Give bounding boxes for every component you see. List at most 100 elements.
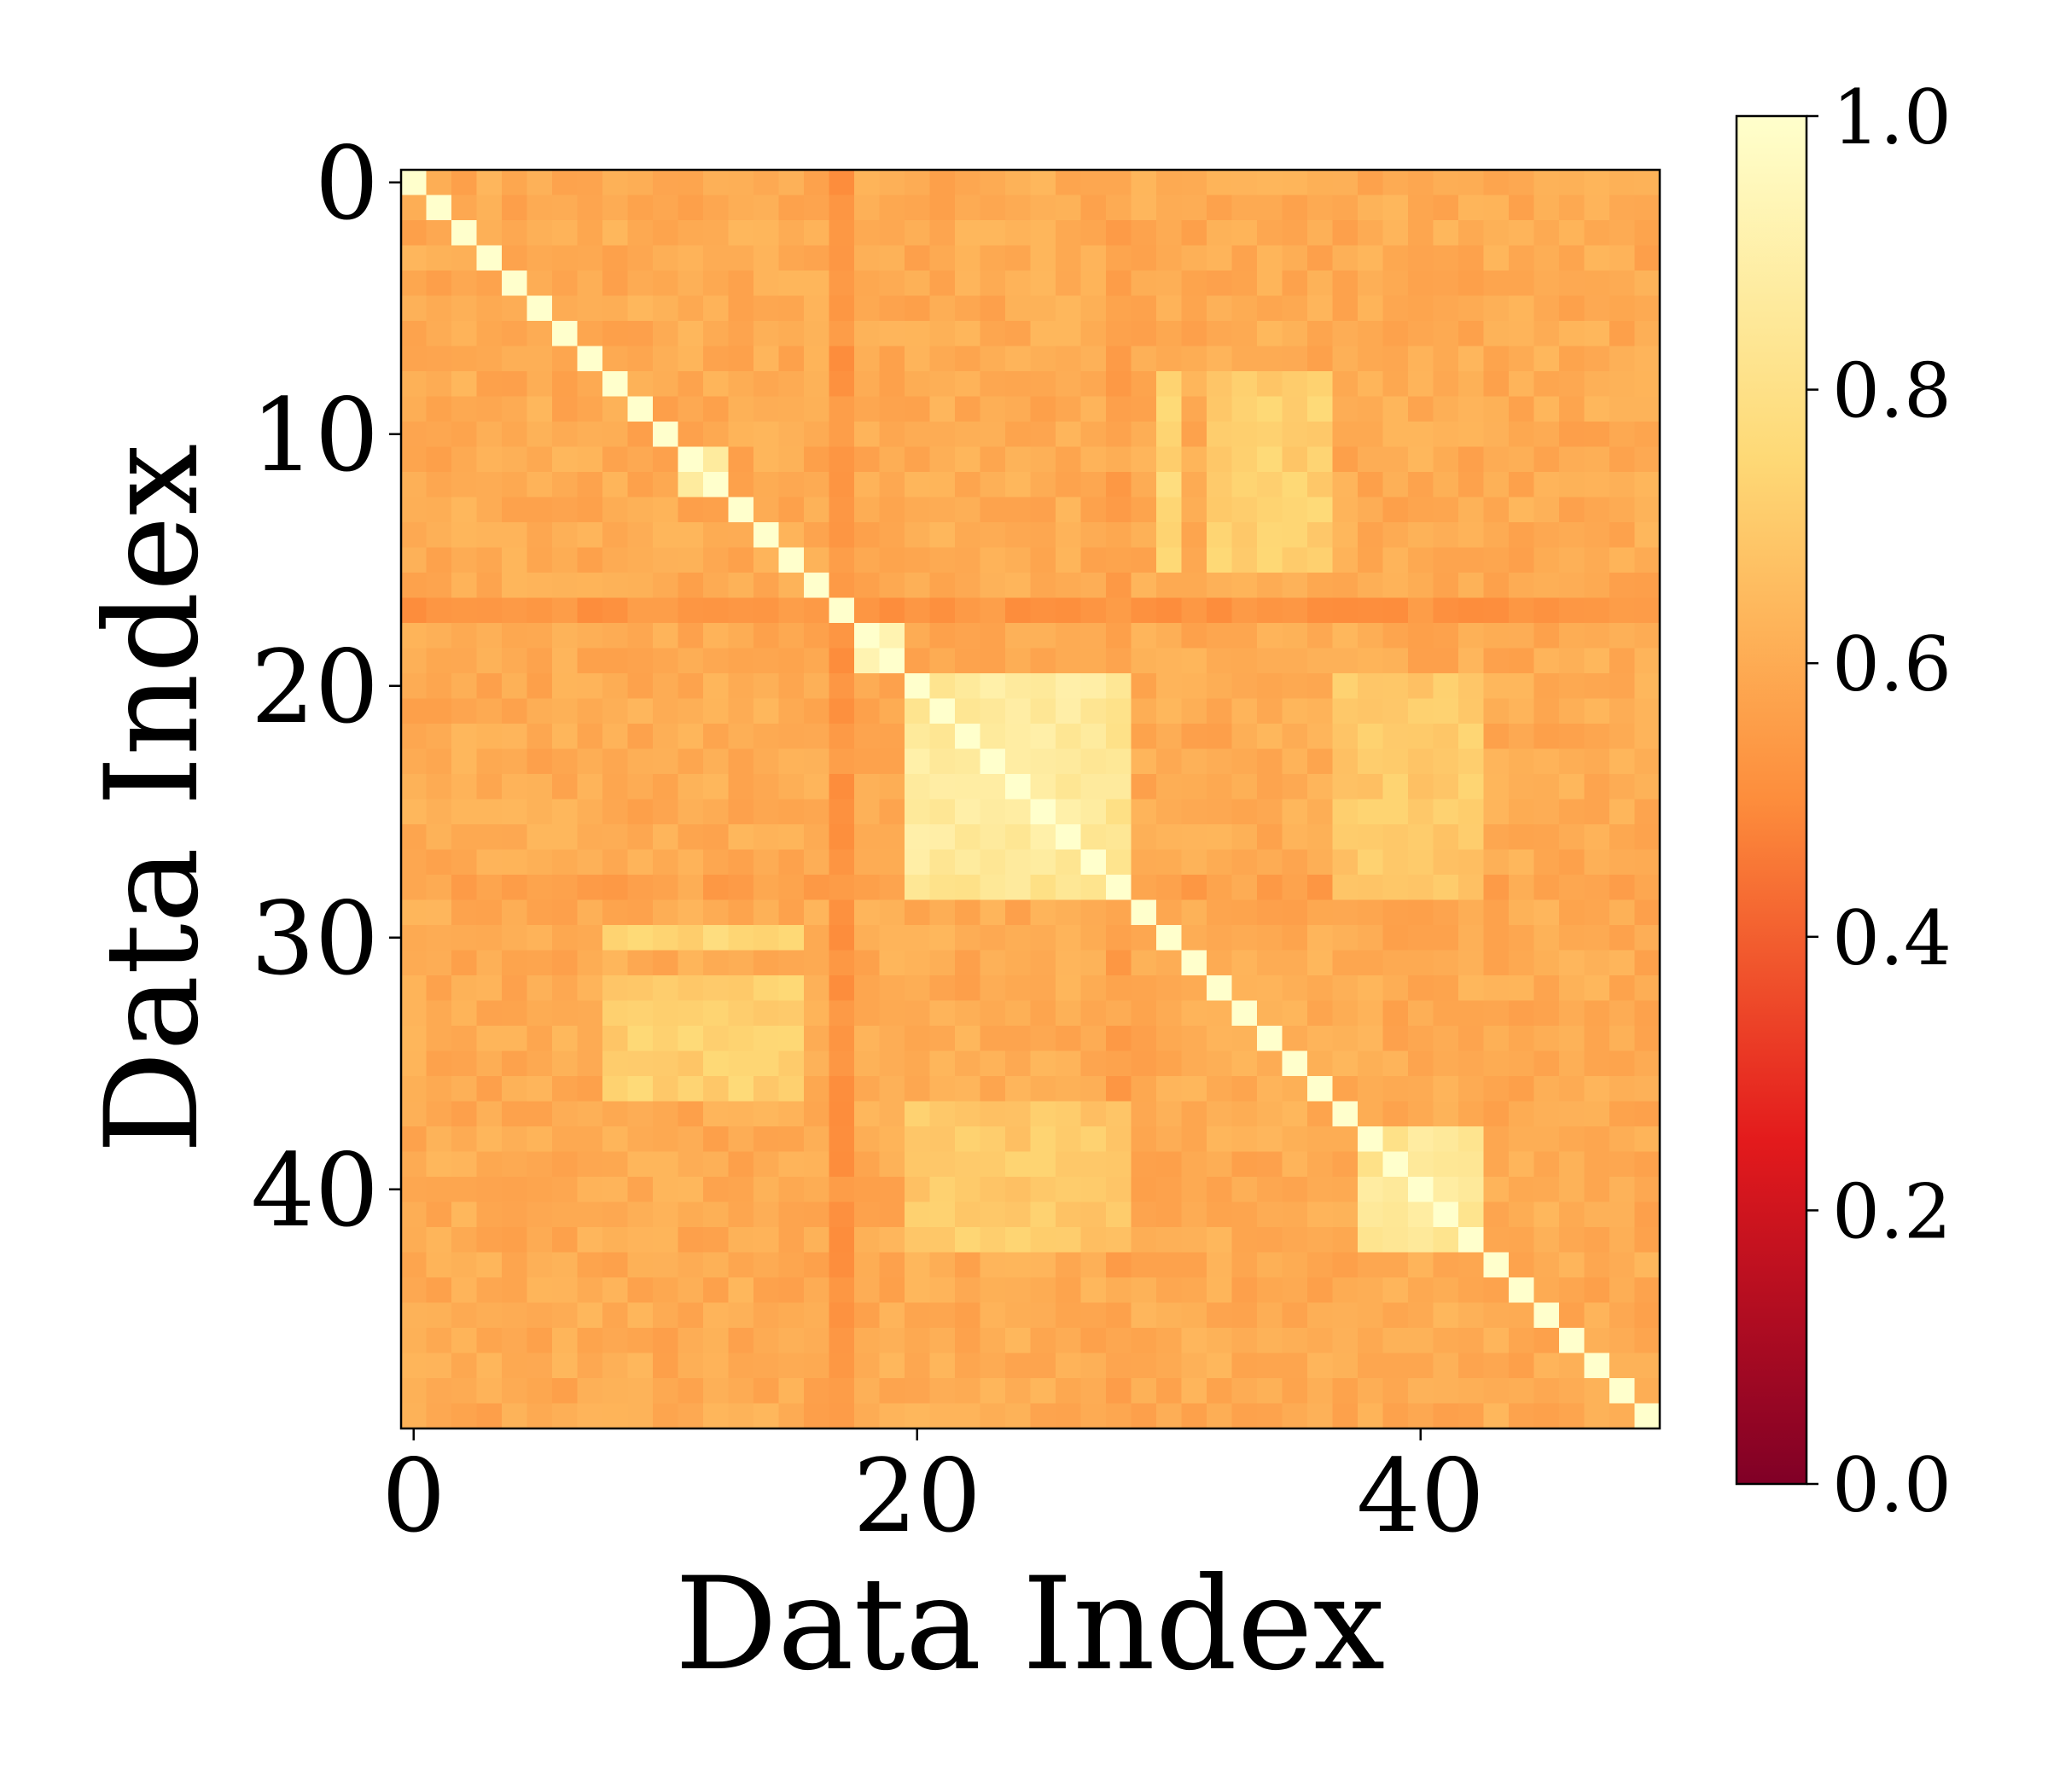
heatmap-cell <box>804 925 830 951</box>
heatmap-cell <box>1257 271 1283 297</box>
heatmap-cell <box>1408 698 1434 724</box>
heatmap-cell <box>804 623 830 649</box>
heatmap-cell <box>426 925 452 951</box>
heatmap-cell <box>829 1201 855 1228</box>
heatmap-cell <box>829 799 855 825</box>
heatmap-cell <box>1231 1126 1258 1153</box>
heatmap-cell <box>1080 547 1107 573</box>
heatmap-cell <box>980 422 1006 448</box>
heatmap-cell <box>703 648 730 674</box>
heatmap-cell <box>527 472 553 498</box>
heatmap-cell <box>703 446 730 473</box>
heatmap-cell <box>1358 1201 1384 1228</box>
heatmap-cell <box>1533 748 1560 775</box>
heatmap-cell <box>1156 396 1183 422</box>
heatmap-cell <box>728 950 754 976</box>
heatmap-cell <box>1231 1177 1258 1203</box>
heatmap-cell <box>627 472 654 498</box>
heatmap-cell <box>552 1050 579 1077</box>
heatmap-cell <box>1533 597 1560 624</box>
heatmap-cell <box>1533 673 1560 700</box>
heatmap-cell <box>1634 371 1661 398</box>
heatmap-cell <box>476 799 503 825</box>
heatmap-cell <box>1156 1227 1183 1254</box>
heatmap-cell <box>552 1353 579 1379</box>
heatmap-cell <box>1231 422 1258 448</box>
heatmap-cell <box>627 899 654 926</box>
heatmap-cell <box>602 748 629 775</box>
heatmap-cell <box>1559 1302 1585 1329</box>
heatmap-cell <box>1458 220 1485 247</box>
heatmap-cell <box>955 950 981 976</box>
heatmap-cell <box>1509 875 1535 901</box>
heatmap-cell <box>1408 1227 1434 1254</box>
heatmap-cell <box>1609 1353 1636 1379</box>
heatmap-cell <box>1382 497 1409 523</box>
heatmap-cell <box>1609 1126 1636 1153</box>
heatmap-cell <box>1181 1378 1207 1405</box>
heatmap-cell <box>1382 321 1409 347</box>
heatmap-cell <box>1408 195 1434 221</box>
heatmap-cell <box>653 1101 679 1127</box>
heatmap-cell <box>1358 1177 1384 1203</box>
heatmap-cell <box>1433 1403 1459 1429</box>
heatmap-cell <box>1131 1403 1157 1429</box>
heatmap-cell <box>1282 371 1308 398</box>
heatmap-cell <box>1080 1328 1107 1354</box>
heatmap-cell <box>1609 724 1636 750</box>
heatmap-cell <box>577 1101 603 1127</box>
heatmap-cell <box>854 648 881 674</box>
heatmap-cell <box>703 774 730 800</box>
heatmap-cell <box>1483 1151 1510 1178</box>
heatmap-cell <box>879 446 905 473</box>
heatmap-cell <box>905 875 931 901</box>
heatmap-cell <box>1382 1000 1409 1027</box>
heatmap-cell <box>627 195 654 221</box>
heatmap-cell <box>879 497 905 523</box>
heatmap-cell <box>1005 1378 1032 1405</box>
heatmap-cell <box>829 1101 855 1127</box>
heatmap-cell <box>1131 724 1157 750</box>
heatmap-cell <box>829 422 855 448</box>
heatmap-cell <box>602 245 629 271</box>
heatmap-cell <box>1131 1302 1157 1329</box>
heatmap-cell <box>1509 321 1535 347</box>
heatmap-cell <box>1559 1252 1585 1278</box>
heatmap-cell <box>1131 925 1157 951</box>
heatmap-cell <box>1131 1201 1157 1228</box>
heatmap-cell <box>1231 824 1258 851</box>
heatmap-cell <box>1332 346 1359 372</box>
heatmap-cell <box>955 522 981 549</box>
heatmap-cell <box>1282 547 1308 573</box>
heatmap-cell <box>905 1353 931 1379</box>
heatmap-cell <box>1181 497 1207 523</box>
heatmap-cell <box>1332 1252 1359 1278</box>
plot-frame <box>399 168 1661 1430</box>
heatmap-cell <box>1609 1076 1636 1103</box>
heatmap-cell <box>1156 1126 1183 1153</box>
heatmap-cell <box>1609 446 1636 473</box>
heatmap-cell <box>829 1050 855 1077</box>
heatmap-cell <box>1358 1076 1384 1103</box>
heatmap-cell <box>703 1126 730 1153</box>
heatmap-cell <box>1056 1050 1082 1077</box>
heatmap-cell <box>753 170 780 196</box>
heatmap-cell <box>1408 673 1434 700</box>
heatmap-cell <box>502 195 528 221</box>
heatmap-cell <box>552 799 579 825</box>
heatmap-cell <box>1533 899 1560 926</box>
heatmap-cell <box>879 597 905 624</box>
heatmap-cell <box>1131 1353 1157 1379</box>
heatmap-cell <box>1131 446 1157 473</box>
heatmap-cell <box>1483 1302 1510 1329</box>
heatmap-cell <box>1382 396 1409 422</box>
heatmap-cell <box>905 1302 931 1329</box>
heatmap-cell <box>1080 220 1107 247</box>
heatmap-cell <box>502 1201 528 1228</box>
heatmap-cell <box>1257 899 1283 926</box>
heatmap-cell <box>1433 899 1459 926</box>
heatmap-cell <box>1005 673 1032 700</box>
heatmap-cell <box>527 1000 553 1027</box>
heatmap-cell <box>854 321 881 347</box>
heatmap-cell <box>527 1050 553 1077</box>
